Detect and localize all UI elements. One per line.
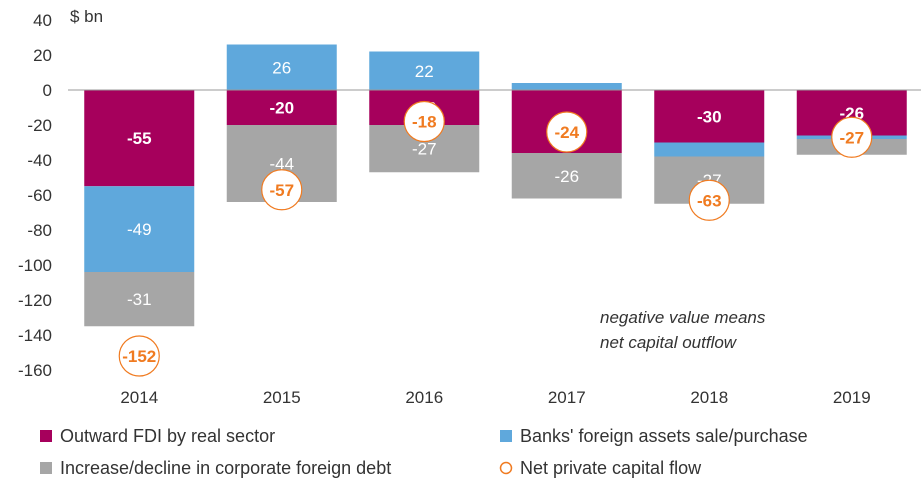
bar-value-label: -49	[127, 220, 152, 239]
bar-segment	[511, 83, 622, 90]
bar-segment	[226, 44, 337, 90]
net-flow-label: -27	[839, 128, 864, 147]
bar-value-label: -55	[127, 129, 152, 148]
x-tick-label: 2016	[405, 388, 443, 407]
y-axis-unit-label: $ bn	[70, 7, 103, 26]
net-flow-marker	[831, 116, 873, 158]
x-tick-label: 2019	[833, 388, 871, 407]
bars	[84, 44, 907, 327]
y-tick-label: -80	[27, 221, 52, 240]
y-tick-label: -60	[27, 186, 52, 205]
y-tick-label: 40	[33, 11, 52, 30]
bar-segment	[84, 90, 195, 187]
y-tick-label: -20	[27, 116, 52, 135]
bar-segment	[84, 186, 195, 272]
bar-value-label: -20	[269, 99, 294, 118]
y-tick-label: -160	[18, 361, 52, 380]
bar-value-label: -44	[269, 155, 294, 174]
y-tick-label: -40	[27, 151, 52, 170]
bar-segment	[511, 153, 622, 199]
net-flow-marker	[118, 335, 160, 377]
legend-marker-net-flow	[499, 461, 513, 475]
net-flow-marker	[546, 111, 588, 153]
x-axis-ticks: 2014 2015 2016 2017 2018 2019	[120, 388, 870, 407]
net-flow-label: -57	[269, 181, 294, 200]
bar-value-label: -26	[554, 167, 579, 186]
y-tick-label: -100	[18, 256, 52, 275]
bar-segment	[84, 272, 195, 327]
legend-swatch-banks-foreign-assets	[500, 430, 512, 442]
y-tick-label: -140	[18, 326, 52, 345]
legend-label-banks-foreign-assets: Banks' foreign assets sale/purchase	[520, 426, 808, 446]
bar-value-label: 26	[272, 58, 291, 77]
bar-value-label: -31	[127, 290, 152, 309]
legend-label-corporate-debt: Increase/decline in corporate foreign de…	[60, 458, 391, 478]
legend-swatch-corporate-debt	[40, 462, 52, 474]
net-flow-marker	[688, 179, 730, 221]
legend: Outward FDI by real sector Banks' foreig…	[40, 426, 808, 478]
x-tick-label: 2015	[263, 388, 301, 407]
bar-value-label: -27	[412, 140, 437, 159]
y-tick-label: 20	[33, 46, 52, 65]
bar-segment	[369, 51, 480, 90]
bar-value-label: 22	[415, 62, 434, 81]
bar-value-label: -30	[697, 107, 722, 126]
x-tick-label: 2017	[548, 388, 586, 407]
y-axis-ticks: 40 20 0 -20 -40 -60 -80 -100 -120 -140 -160	[18, 11, 52, 380]
bar-segment	[226, 90, 337, 125]
annotation-line-1: negative value means	[600, 308, 766, 327]
net-flow-label: -152	[122, 347, 156, 366]
x-tick-label: 2014	[120, 388, 158, 407]
bar-segment	[654, 90, 765, 143]
net-flow-label: -24	[554, 123, 579, 142]
bar-segment	[654, 142, 765, 157]
y-tick-label: -120	[18, 291, 52, 310]
annotation-line-2: net capital outflow	[600, 333, 738, 352]
legend-swatch-outward-fdi	[40, 430, 52, 442]
x-tick-label: 2018	[690, 388, 728, 407]
y-tick-label: 0	[43, 81, 52, 100]
net-flow-marker	[261, 169, 303, 211]
net-flow-label: -18	[412, 113, 437, 132]
legend-label-net-flow: Net private capital flow	[520, 458, 702, 478]
legend-label-outward-fdi: Outward FDI by real sector	[60, 426, 275, 446]
net-flow-label: -63	[697, 191, 722, 210]
net-flow-marker	[403, 100, 445, 143]
net-flow-markers: -152 -57 -18 -24 -63 -27	[118, 100, 873, 377]
